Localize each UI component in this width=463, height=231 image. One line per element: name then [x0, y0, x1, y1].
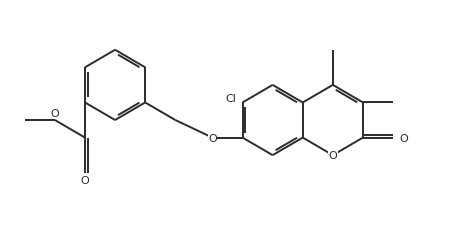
Text: O: O: [81, 175, 89, 185]
Text: O: O: [50, 109, 59, 119]
Text: O: O: [328, 150, 337, 161]
Text: O: O: [399, 133, 408, 143]
Text: O: O: [208, 133, 217, 143]
Text: Cl: Cl: [225, 94, 237, 104]
